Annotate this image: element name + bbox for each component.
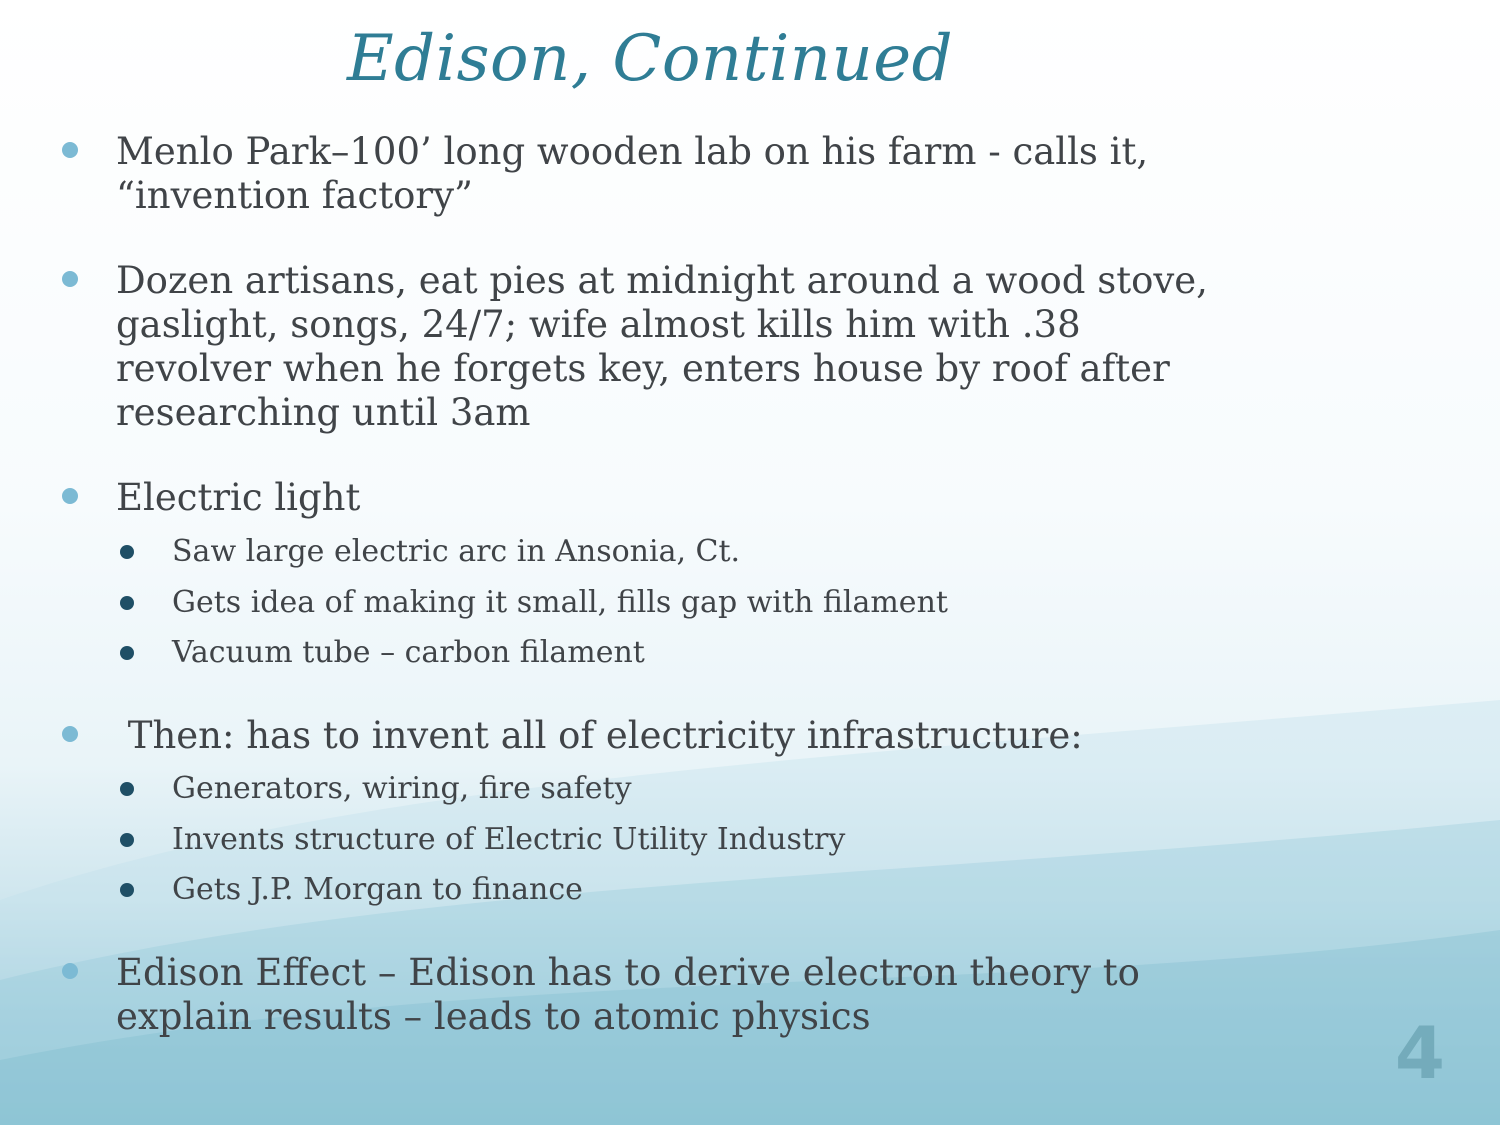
bullet-item: Edison Effect – Edison has to derive ele… [62, 951, 1236, 1039]
bullet-text: Electric light [116, 476, 361, 519]
bullet-dot-icon [62, 726, 78, 742]
sub-bullet-item: Vacuum tube – carbon filament [120, 635, 1172, 671]
sub-bullet-item: Gets J.P. Morgan to finance [120, 872, 1172, 908]
bullet-text: Dozen artisans, eat pies at midnight aro… [116, 259, 1208, 434]
sub-bullet-item: Saw large electric arc in Ansonia, Ct. [120, 534, 1172, 570]
sub-bullet-text: Gets idea of making it small, fills gap … [172, 585, 948, 620]
sub-bullet-text: Invents structure of Electric Utility In… [172, 822, 846, 857]
sub-bullet-text: Generators, wiring, fire safety [172, 771, 632, 806]
sub-bullet-dot-icon [120, 782, 134, 796]
sub-bullet-dot-icon [120, 596, 134, 610]
sub-bullet-item: Invents structure of Electric Utility In… [120, 822, 1172, 858]
sub-bullet-item: Gets idea of making it small, fills gap … [120, 585, 1172, 621]
bullet-dot-icon [62, 488, 78, 504]
sub-bullet-dot-icon [120, 545, 134, 559]
sub-bullet-dot-icon [120, 646, 134, 660]
bullet-text: Edison Effect – Edison has to derive ele… [116, 951, 1140, 1038]
sub-bullet-text: Gets J.P. Morgan to finance [172, 872, 583, 907]
bullet-dot-icon [62, 271, 78, 287]
bullet-text: Menlo Park–100’ long wooden lab on his f… [116, 130, 1149, 217]
sub-bullet-text: Saw large electric arc in Ansonia, Ct. [172, 534, 741, 569]
bullet-item: Electric light [62, 476, 1236, 520]
bullet-item: Dozen artisans, eat pies at midnight aro… [62, 259, 1236, 435]
slide-number: 4 [1394, 1011, 1445, 1095]
sub-bullet-item: Generators, wiring, fire safety [120, 771, 1172, 807]
sub-bullet-dot-icon [120, 833, 134, 847]
bullet-item: Menlo Park–100’ long wooden lab on his f… [62, 130, 1236, 218]
bullet-text: Then: has to invent all of electricity i… [116, 714, 1083, 757]
bullet-item: Then: has to invent all of electricity i… [62, 714, 1236, 758]
bullet-dot-icon [62, 142, 78, 158]
sub-bullet-dot-icon [120, 883, 134, 897]
sub-bullet-text: Vacuum tube – carbon filament [172, 635, 645, 670]
bullet-dot-icon [62, 963, 78, 979]
slide-title: Edison, Continued [346, 22, 954, 96]
